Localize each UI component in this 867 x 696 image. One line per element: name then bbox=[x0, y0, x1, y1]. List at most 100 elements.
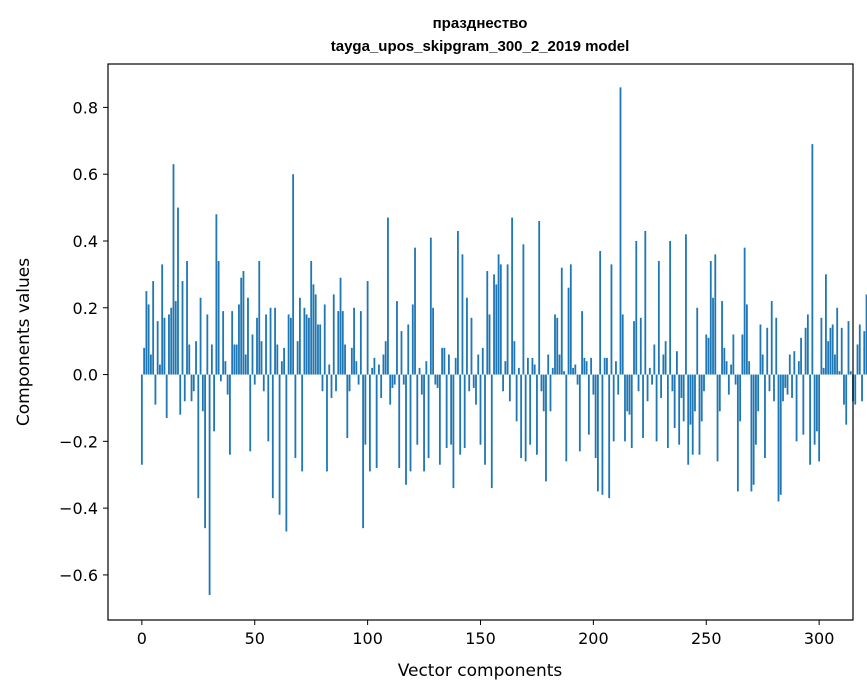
bar-component-183 bbox=[554, 314, 556, 375]
bar-component-207 bbox=[608, 374, 611, 499]
bar-component-313 bbox=[847, 321, 850, 375]
bar-component-127 bbox=[427, 374, 430, 459]
bar-component-39 bbox=[229, 374, 231, 455]
bar-component-299 bbox=[815, 374, 818, 432]
bar-component-278 bbox=[768, 374, 771, 392]
bar-component-177 bbox=[540, 374, 543, 392]
bar-component-274 bbox=[759, 324, 762, 375]
bar-component-173 bbox=[531, 357, 534, 375]
bar-component-203 bbox=[599, 251, 602, 375]
bar-component-241 bbox=[685, 234, 687, 375]
bar-component-174 bbox=[533, 364, 536, 375]
bar-component-235 bbox=[671, 374, 674, 392]
bar-component-134 bbox=[443, 347, 446, 375]
bar-component-162 bbox=[506, 264, 509, 375]
bar-component-269 bbox=[748, 361, 751, 375]
bar-component-157 bbox=[495, 284, 498, 375]
bar-component-256 bbox=[718, 374, 721, 412]
bar-component-10 bbox=[163, 317, 166, 375]
bar-component-46 bbox=[244, 354, 247, 375]
bar-component-293 bbox=[802, 374, 805, 435]
bar-series bbox=[140, 87, 867, 595]
bar-component-164 bbox=[511, 217, 514, 375]
y-tick-label: −0.6 bbox=[59, 566, 98, 585]
bar-component-129 bbox=[432, 307, 434, 375]
bar-component-15 bbox=[174, 301, 177, 375]
bar-component-41 bbox=[233, 344, 236, 375]
bar-component-286 bbox=[786, 374, 789, 395]
bar-component-24 bbox=[195, 341, 197, 375]
bar-component-214 bbox=[624, 374, 626, 442]
bar-component-61 bbox=[278, 374, 281, 515]
bar-component-84 bbox=[330, 374, 333, 398]
bar-component-202 bbox=[596, 374, 599, 492]
bar-component-130 bbox=[434, 374, 437, 385]
bar-component-102 bbox=[371, 367, 374, 375]
bar-component-234 bbox=[669, 240, 672, 375]
bar-component-243 bbox=[689, 374, 692, 425]
y-tick-label: 0.6 bbox=[73, 165, 98, 184]
bar-component-106 bbox=[380, 374, 383, 398]
bar-component-8 bbox=[159, 364, 161, 375]
bar-component-197 bbox=[585, 361, 588, 375]
bar-component-64 bbox=[285, 374, 288, 532]
bar-component-71 bbox=[301, 374, 304, 472]
y-tick-label: 0.0 bbox=[73, 366, 98, 385]
bar-component-236 bbox=[673, 374, 676, 428]
bar-component-301 bbox=[820, 317, 823, 375]
bar-component-141 bbox=[459, 374, 462, 455]
bar-component-26 bbox=[199, 297, 202, 375]
bar-component-242 bbox=[687, 374, 690, 465]
bar-component-255 bbox=[716, 374, 719, 462]
bar-component-68 bbox=[294, 374, 297, 459]
bar-component-232 bbox=[664, 341, 667, 375]
bar-component-251 bbox=[707, 337, 710, 375]
bar-component-191 bbox=[572, 367, 574, 375]
bar-component-99 bbox=[364, 374, 367, 445]
bar-component-180 bbox=[547, 354, 550, 375]
bar-component-303 bbox=[825, 274, 827, 375]
bar-component-264 bbox=[736, 374, 739, 492]
bar-component-95 bbox=[355, 361, 358, 375]
bar-component-211 bbox=[617, 374, 620, 395]
bar-component-149 bbox=[477, 354, 480, 375]
bar-component-135 bbox=[445, 374, 448, 449]
bar-component-151 bbox=[481, 347, 484, 375]
plot-area-frame bbox=[107, 63, 854, 621]
bar-component-217 bbox=[630, 374, 633, 449]
bar-component-311 bbox=[843, 374, 845, 405]
bar-component-126 bbox=[425, 361, 428, 375]
bar-component-98 bbox=[362, 374, 365, 529]
bar-component-209 bbox=[612, 374, 615, 442]
bar-component-282 bbox=[777, 374, 780, 502]
bar-component-82 bbox=[326, 374, 328, 472]
bar-component-265 bbox=[739, 374, 742, 422]
bar-component-107 bbox=[382, 354, 385, 375]
bar-component-0 bbox=[140, 374, 143, 465]
bar-component-77 bbox=[314, 294, 317, 375]
bar-component-28 bbox=[204, 374, 206, 529]
bar-component-248 bbox=[700, 374, 703, 422]
x-tick-label: 250 bbox=[691, 629, 722, 648]
bar-component-161 bbox=[504, 361, 507, 375]
bar-component-215 bbox=[626, 374, 629, 412]
bar-component-208 bbox=[610, 264, 613, 375]
bar-component-289 bbox=[793, 351, 796, 375]
bar-component-35 bbox=[219, 374, 222, 382]
bar-component-175 bbox=[536, 374, 538, 455]
bar-component-204 bbox=[601, 374, 604, 495]
bar-component-258 bbox=[723, 347, 726, 375]
bar-component-300 bbox=[818, 374, 821, 462]
bar-component-213 bbox=[621, 314, 624, 375]
bar-component-198 bbox=[587, 374, 590, 435]
bar-component-3 bbox=[147, 304, 150, 375]
bar-component-250 bbox=[705, 334, 708, 375]
bar-component-305 bbox=[829, 327, 832, 375]
bar-component-318 bbox=[858, 324, 861, 375]
y-axis-ticks: −0.6 −0.4 −0.2 0.0 0.2 0.4 0.6 0.8 bbox=[59, 98, 108, 585]
bar-component-97 bbox=[359, 311, 362, 375]
bar-component-62 bbox=[280, 361, 283, 375]
bar-component-154 bbox=[488, 314, 491, 375]
bar-component-90 bbox=[344, 344, 346, 375]
x-tick-label: 200 bbox=[578, 629, 609, 648]
